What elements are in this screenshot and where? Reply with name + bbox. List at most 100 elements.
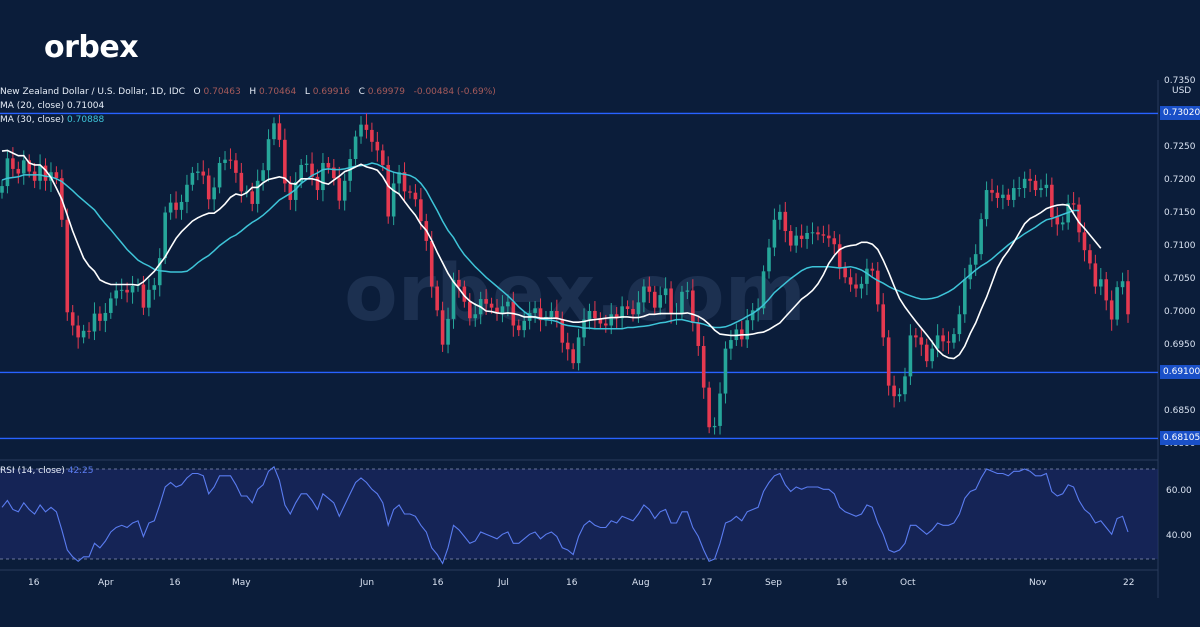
candle-body	[342, 180, 347, 201]
candle-body	[1077, 204, 1081, 233]
candle-body	[130, 285, 135, 293]
rsi-band	[0, 469, 1158, 559]
candle-body	[413, 192, 418, 200]
candle-body	[288, 183, 293, 200]
price-tick-label: 0.6850	[1164, 406, 1196, 417]
rsi-label: RSI (14, close)	[0, 466, 65, 476]
candle-body	[196, 171, 200, 173]
candle-body	[1088, 250, 1092, 264]
candle-body	[446, 318, 450, 345]
candle-body	[500, 306, 505, 314]
candle-body	[783, 211, 788, 232]
candle-body	[832, 238, 837, 245]
candle-body	[103, 312, 108, 321]
candle-body	[957, 314, 962, 335]
high-label: H	[249, 87, 257, 97]
candle-body	[457, 279, 461, 287]
candle-body	[419, 199, 423, 222]
candle-body	[631, 308, 635, 315]
candle-body	[54, 172, 59, 179]
rsi-legend: RSI (14, close) 42.25	[0, 466, 94, 476]
candle-body	[908, 335, 913, 377]
candle-body	[201, 171, 206, 176]
candle-body	[212, 187, 216, 200]
time-tick-label: 16	[432, 578, 444, 588]
candle-body	[837, 244, 842, 269]
candle-body	[1028, 178, 1032, 181]
time-tick-label: Jun	[360, 578, 375, 588]
candle-body	[168, 202, 173, 213]
candle-body	[261, 170, 265, 181]
candle-body	[310, 163, 314, 177]
candle-body	[32, 171, 37, 181]
candle-body	[555, 310, 559, 319]
low-label: L	[304, 87, 310, 97]
candle-body	[663, 288, 668, 296]
candle-body	[636, 302, 641, 315]
candle-body	[995, 192, 1000, 198]
rsi-layer	[0, 465, 1158, 565]
candle-body	[718, 393, 722, 426]
brand-logo[interactable]: orbex	[44, 30, 139, 65]
open-value: 0.70463	[203, 87, 241, 97]
candle-body	[228, 159, 233, 161]
candle-body	[658, 295, 662, 308]
candle-body	[625, 306, 630, 309]
currency-label: USD	[1172, 86, 1192, 96]
candle-body	[364, 124, 369, 130]
candle-body	[1006, 194, 1011, 200]
candle-body	[21, 160, 26, 174]
candle-body	[190, 172, 195, 185]
close-value: 0.69979	[367, 87, 405, 97]
candle-body	[1104, 279, 1109, 301]
candle-body	[865, 268, 869, 284]
symbol-name: New Zealand Dollar / U.S. Dollar, 1D, ID…	[0, 87, 185, 97]
candle-body	[1120, 281, 1125, 288]
candle-body	[609, 314, 614, 326]
time-tick-label: 16	[836, 578, 848, 588]
time-tick-label: Aug	[632, 578, 650, 588]
rsi-tick-label: 60.00	[1166, 485, 1192, 496]
candle-body	[805, 233, 809, 239]
candle-body	[549, 310, 554, 317]
candle-body	[375, 141, 380, 151]
candle-body	[533, 308, 537, 313]
candle-body	[647, 286, 652, 292]
candle-body	[696, 322, 701, 346]
candle-body	[897, 394, 902, 397]
candles-layer	[0, 113, 1130, 435]
low-value: 0.69916	[312, 87, 350, 97]
candle-body	[892, 385, 896, 397]
level-price-tag: 0.69100	[1160, 365, 1200, 380]
candle-body	[299, 164, 303, 183]
candle-body	[941, 335, 945, 342]
rsi-line	[1, 465, 1129, 565]
candle-body	[565, 342, 570, 350]
candle-body	[157, 258, 162, 286]
candle-body	[321, 162, 325, 191]
candle-body	[283, 139, 287, 184]
candle-body	[685, 290, 690, 292]
candle-body	[234, 160, 238, 173]
ma20-legend: MA (20, close) 0.71004	[0, 101, 104, 111]
candle-body	[848, 277, 853, 285]
candle-body	[707, 387, 711, 428]
candle-body	[304, 163, 309, 165]
candle-body	[152, 285, 157, 290]
candle-body	[141, 284, 146, 308]
candle-body	[1033, 180, 1038, 191]
candle-body	[81, 330, 86, 338]
candle-body	[642, 286, 646, 303]
candle-body	[516, 325, 521, 331]
candle-body	[0, 186, 4, 193]
candle-body	[886, 337, 891, 386]
high-value: 0.70464	[259, 87, 297, 97]
price-tick-label: 0.7150	[1164, 207, 1196, 218]
candle-body	[1022, 178, 1027, 189]
candle-body	[1050, 184, 1054, 218]
candle-body	[571, 349, 575, 364]
candle-body	[5, 158, 10, 187]
candle-body	[114, 290, 119, 299]
candle-body	[1099, 279, 1103, 287]
